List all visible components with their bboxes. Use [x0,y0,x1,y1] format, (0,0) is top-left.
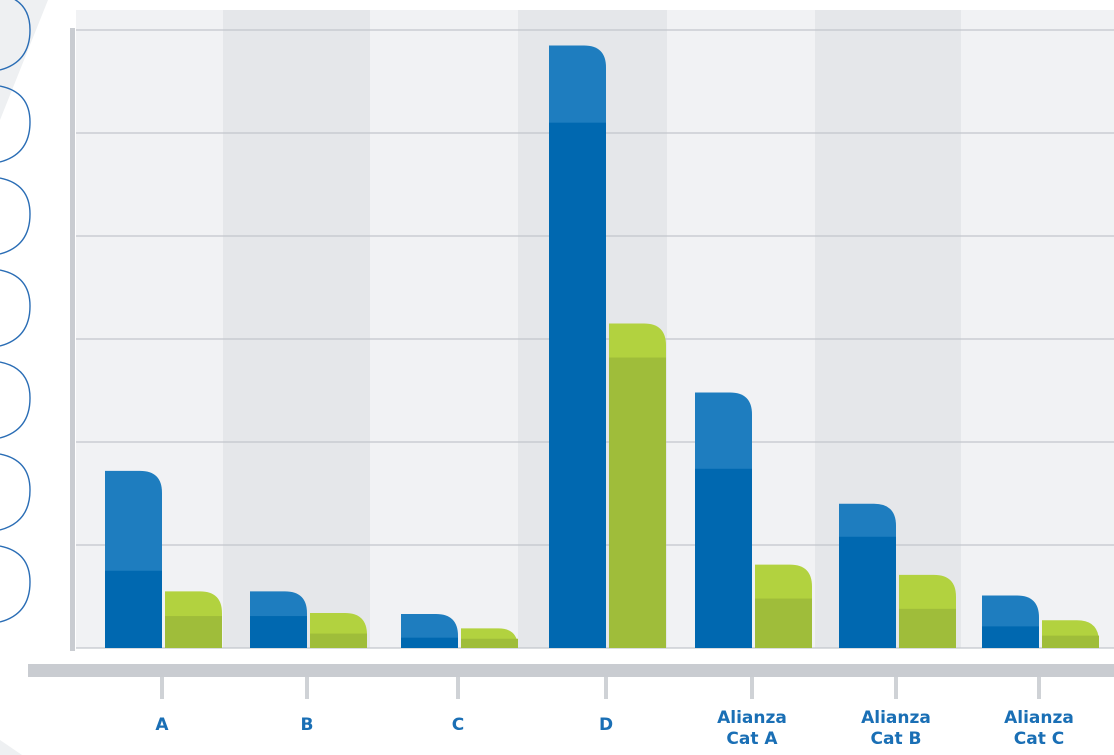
bar-base-segment [755,598,812,648]
bar-base-segment [609,357,666,648]
bar-base-segment [461,638,518,648]
bar-base-segment [165,616,222,648]
bar-base-segment [695,468,752,648]
x-tick-label-line: B [300,715,314,735]
background-band [223,10,370,648]
bar-base-segment [549,122,606,648]
x-tick-mark [456,677,460,699]
x-tick-mark [160,677,164,699]
bar-base-segment [105,570,162,648]
x-tick-mark [305,677,309,699]
x-tick-label-line: A [155,715,169,735]
x-tick-label-line: Cat A [726,729,778,749]
bar-base-segment [899,608,956,648]
x-axis-line [28,664,1114,677]
decor-arc [0,545,31,623]
x-tick-label: A [102,715,222,736]
x-tick-label: C [398,715,518,736]
x-tick-label: B [247,715,367,736]
bar-base-segment [401,637,458,648]
x-tick-label-line: Cat C [1013,729,1065,749]
decor-arc [0,453,31,531]
decor-arc [0,0,31,71]
x-tick-label: D [546,715,666,736]
x-tick-label-line: C [451,715,465,735]
decor-arc [0,177,31,255]
x-tick-label-line: Cat B [870,729,922,749]
background-band [961,10,1114,648]
bar-base-segment [839,536,896,648]
x-tick-label: Alianza Cat B [836,708,956,750]
x-tick-mark [750,677,754,699]
decor-arc [0,85,31,163]
bar-base-segment [310,633,367,648]
x-tick-label-line: Alianza [1004,708,1074,728]
x-tick-label-line: D [598,715,614,735]
x-tick-mark [1037,677,1041,699]
bar-base-segment [250,616,307,648]
decor-arc [0,361,31,439]
background-band [370,10,518,648]
x-tick-label-line: Alianza [861,708,931,728]
x-tick-label: Alianza Cat C [979,708,1099,750]
y-axis-line [70,28,75,651]
bar-base-segment [982,626,1039,648]
x-tick-mark [894,677,898,699]
x-tick-label: Alianza Cat A [692,708,812,750]
x-tick-label-line: Alianza [717,708,787,728]
decor-arc [0,269,31,347]
x-tick-mark [604,677,608,699]
bar-base-segment [1042,635,1099,648]
